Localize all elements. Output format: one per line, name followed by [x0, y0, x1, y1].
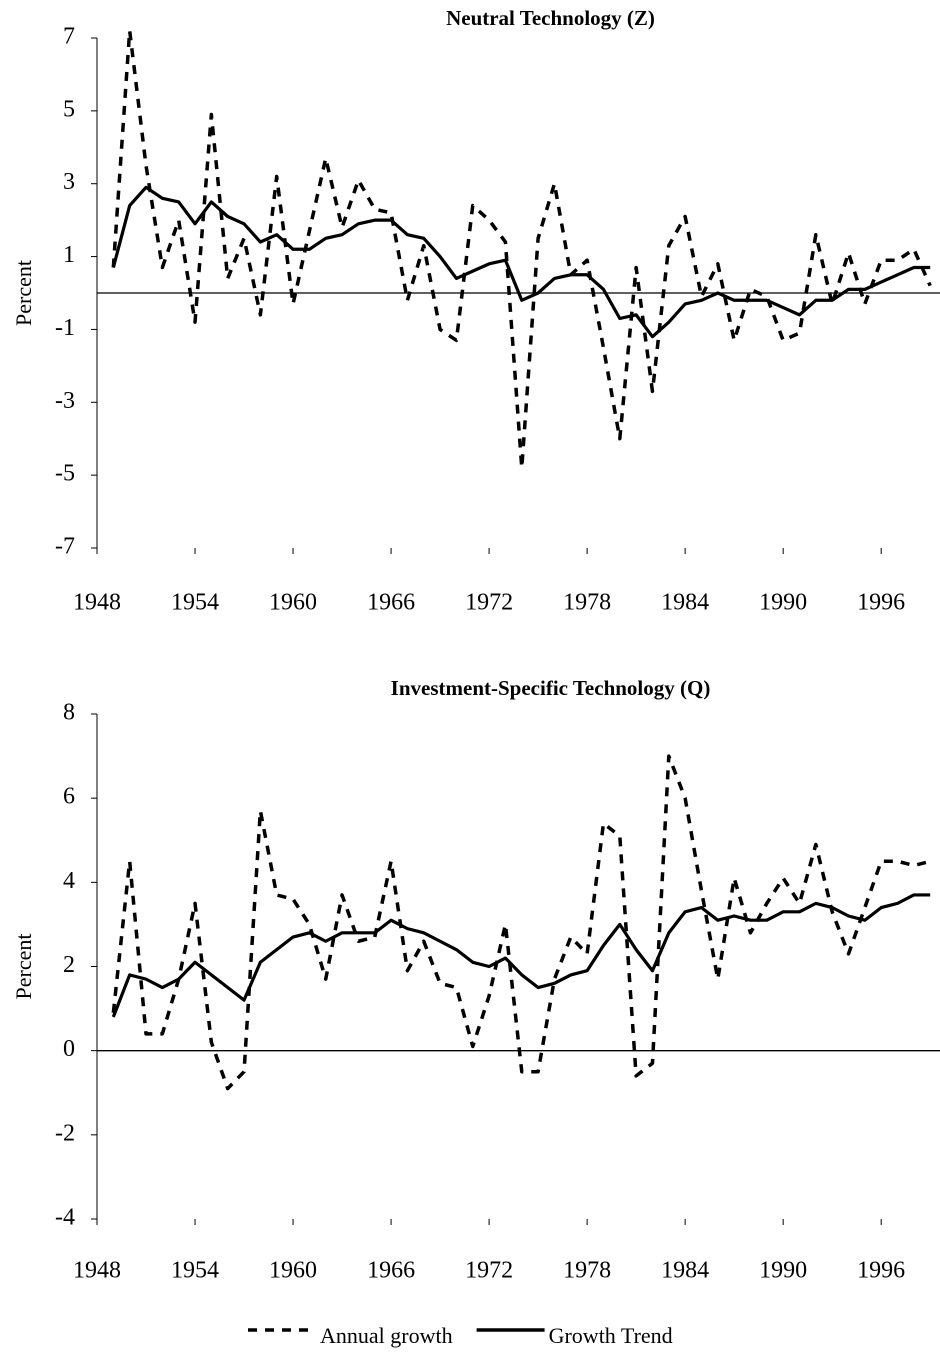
y-tick-label: -5: [55, 461, 75, 487]
x-tick-label: 1978: [563, 590, 611, 616]
y-tick-label: 7: [63, 24, 75, 50]
x-tick-label: 1966: [367, 1258, 415, 1284]
annual-line: [111, 754, 931, 1091]
x-tick-label: 1948: [73, 590, 121, 616]
x-tick-label: 1984: [661, 590, 709, 616]
y-tick-label: -1: [55, 315, 75, 341]
x-tick-label: 1984: [661, 1258, 709, 1284]
y-axis-label: Percent: [11, 260, 36, 326]
y-tick-label: 1: [63, 242, 75, 268]
legend-label: Growth Trend: [549, 1323, 673, 1348]
y-tick-label: 6: [63, 784, 75, 810]
y-tick-label: 0: [63, 1036, 75, 1062]
y-tick-label: 3: [63, 169, 75, 195]
y-tick-label: -2: [55, 1120, 75, 1146]
chart-title: Investment-Specific Technology (Q): [391, 676, 711, 700]
x-tick-label: 1960: [269, 1258, 317, 1284]
x-tick-label: 1972: [465, 590, 513, 616]
y-tick-label: 4: [63, 868, 75, 894]
y-axis-label: Percent: [11, 934, 36, 1000]
y-tick-label: 8: [63, 700, 75, 726]
x-tick-label: 1978: [563, 1258, 611, 1284]
chart-title: Neutral Technology (Z): [446, 6, 655, 30]
y-tick-label: -4: [55, 1205, 75, 1231]
x-tick-label: 1966: [367, 590, 415, 616]
trend-line: [111, 893, 931, 1018]
annual-line: [111, 28, 932, 470]
y-tick-label: -3: [55, 388, 75, 414]
y-tick-label: 5: [63, 96, 75, 122]
x-tick-label: 1972: [465, 1258, 513, 1284]
x-tick-label: 1990: [759, 590, 807, 616]
y-tick-label: 2: [63, 952, 75, 978]
x-tick-label: 1996: [857, 1258, 905, 1284]
x-tick-label: 1990: [759, 1258, 807, 1284]
legend-label: Annual growth: [320, 1323, 453, 1348]
x-tick-label: 1954: [171, 590, 219, 616]
trend-line: [111, 185, 931, 339]
x-tick-label: 1954: [171, 1258, 219, 1284]
x-tick-label: 1960: [269, 590, 317, 616]
x-tick-label: 1996: [857, 590, 905, 616]
y-tick-label: -7: [55, 534, 75, 560]
x-tick-label: 1948: [73, 1258, 121, 1284]
